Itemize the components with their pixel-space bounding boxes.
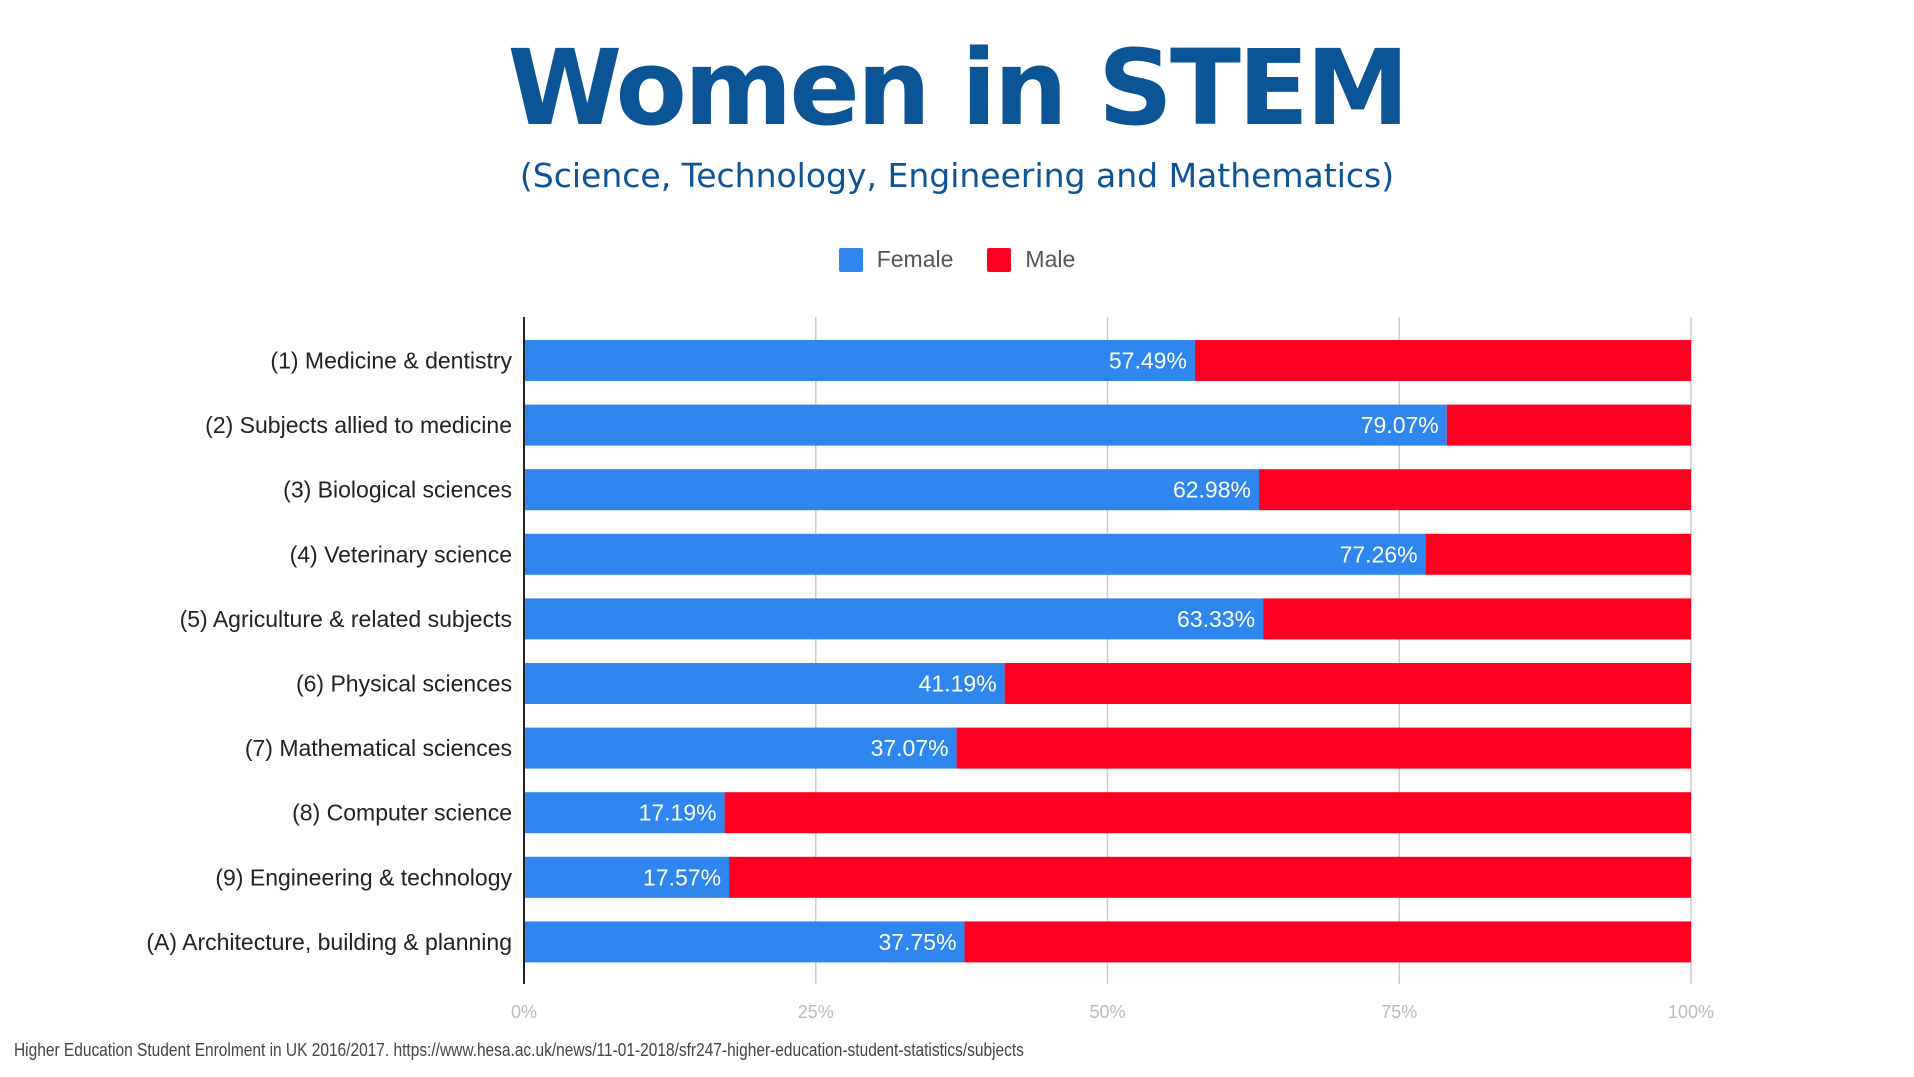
- category-label: (1) Medicine & dentistry: [270, 348, 512, 374]
- data-label: 62.98%: [1173, 477, 1251, 503]
- bar-male: [1258, 469, 1691, 511]
- bar-male: [724, 792, 1691, 834]
- bar-female: [524, 792, 725, 834]
- data-label: 37.07%: [871, 735, 949, 761]
- bar-male: [1004, 663, 1691, 704]
- data-label: 63.33%: [1177, 606, 1255, 632]
- bar-male: [1446, 404, 1691, 446]
- data-label: 57.49%: [1109, 348, 1187, 374]
- data-label: 79.07%: [1361, 412, 1439, 438]
- bar-female: [524, 533, 1426, 575]
- bar-female: [524, 856, 730, 898]
- data-label: 17.19%: [639, 800, 717, 826]
- bar-female: [524, 404, 1447, 446]
- bar-female: [524, 921, 965, 963]
- bar-male: [964, 921, 1691, 963]
- legend-swatch-female: [838, 247, 863, 272]
- category-label: (A) Architecture, building & planning: [146, 929, 512, 955]
- x-tick-label: 75%: [1381, 1002, 1417, 1022]
- bar-female: [524, 727, 957, 769]
- x-tick-label: 100%: [1668, 1002, 1714, 1022]
- legend-label-female: Female: [876, 246, 954, 272]
- category-label: (3) Biological sciences: [283, 477, 512, 503]
- page-title: Women in STEM: [507, 27, 1410, 149]
- legend-item-male: Male: [987, 246, 1075, 273]
- category-label: (6) Physical sciences: [296, 671, 512, 697]
- data-label: 41.19%: [919, 671, 997, 697]
- bar-female: [524, 469, 1259, 511]
- bar-male: [729, 856, 1691, 898]
- bar-male: [1194, 340, 1691, 381]
- legend-swatch-male: [987, 247, 1012, 272]
- page-subtitle: (Science, Technology, Engineering and Ma…: [519, 156, 1395, 195]
- data-label: 37.75%: [879, 929, 957, 955]
- bar-female: [524, 663, 1005, 704]
- category-label: (9) Engineering & technology: [215, 864, 512, 890]
- category-label: (7) Mathematical sciences: [245, 735, 512, 761]
- legend-item-female: Female: [838, 246, 954, 273]
- category-label: (8) Computer science: [292, 800, 512, 826]
- x-tick-label: 25%: [798, 1002, 834, 1022]
- data-label: 77.26%: [1340, 541, 1418, 567]
- bar-male: [956, 727, 1691, 769]
- x-tick-label: 50%: [1089, 1002, 1125, 1022]
- bar-male: [1263, 598, 1691, 640]
- category-label: (2) Subjects allied to medicine: [205, 412, 512, 438]
- bar-male: [1425, 533, 1691, 575]
- bar-female: [524, 598, 1264, 640]
- bar-female: [524, 340, 1195, 381]
- legend: Female Male: [0, 246, 1914, 273]
- data-label: 17.57%: [643, 864, 721, 890]
- x-tick-label: 0%: [511, 1002, 537, 1022]
- category-label: (4) Veterinary science: [290, 541, 512, 567]
- category-label: (5) Agriculture & related subjects: [180, 606, 512, 632]
- source-note: Higher Education Student Enrolment in UK…: [14, 1040, 1024, 1060]
- legend-label-male: Male: [1025, 246, 1076, 272]
